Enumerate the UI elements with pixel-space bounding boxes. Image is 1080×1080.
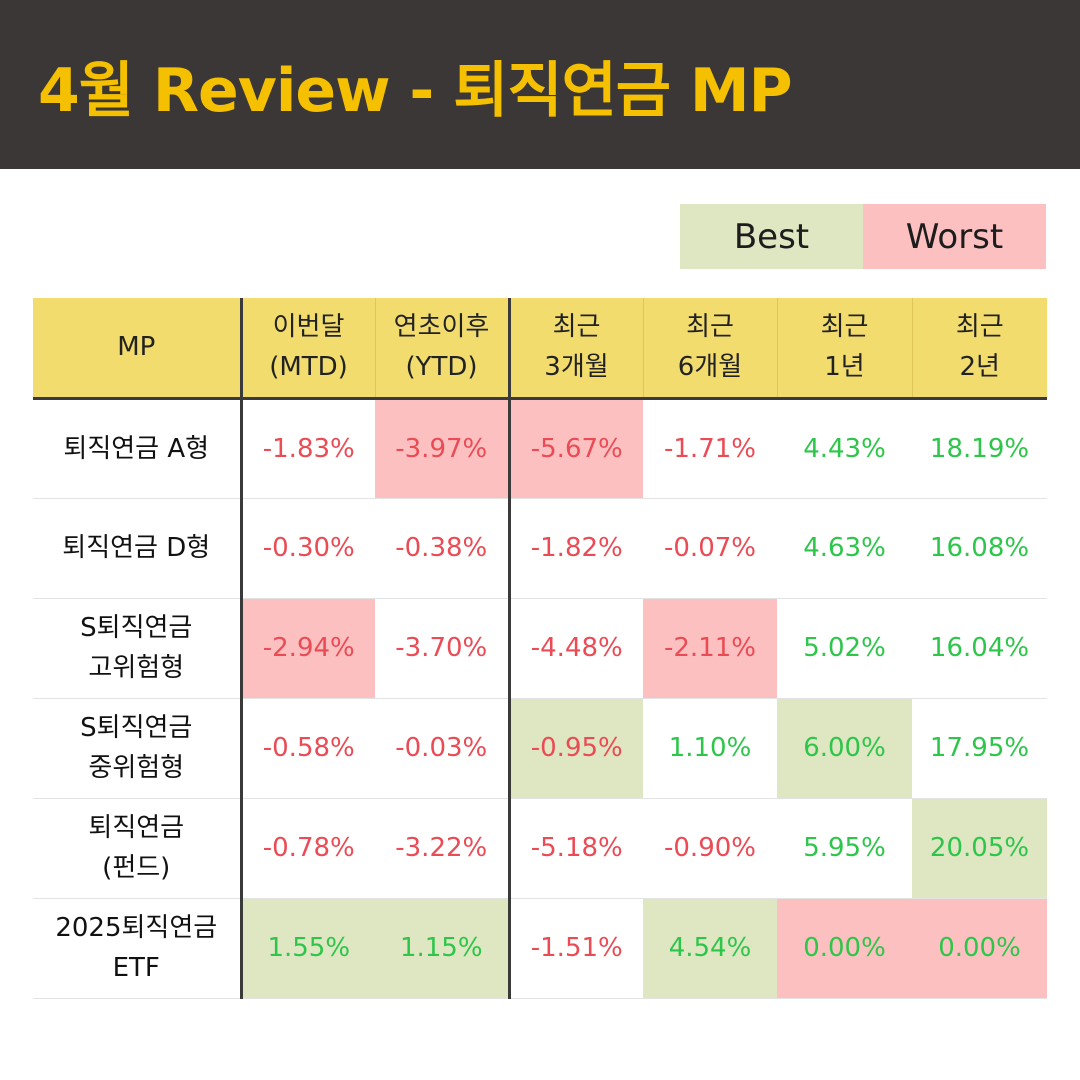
table-row: 2025퇴직연금 ETF 1.55% 1.15% -1.51% 4.54% 0.00% 0.0… <box>33 898 1047 999</box>
row-name-line1: 2025퇴직연금 <box>55 913 218 943</box>
value-cell: 5.95% <box>777 798 912 899</box>
value-cell: -1.83% <box>241 398 375 499</box>
value-cell: -0.90% <box>643 798 777 899</box>
value-cell: 4.43% <box>777 398 912 499</box>
header-mtd: 이번달 (MTD) <box>240 298 375 400</box>
value-cell: -5.18% <box>509 798 643 899</box>
header-2y: 최근 2년 <box>911 298 1047 400</box>
row-name-line2: (펀드) <box>102 853 171 883</box>
value-cell: 16.08% <box>912 498 1047 599</box>
table-row: S퇴직연금 고위험형 -2.94% -3.70% -4.48% -2.11% 5.02% 16… <box>33 598 1047 699</box>
row-name-line1: 퇴직연금 <box>88 813 185 843</box>
table-header-row: MP 이번달 (MTD) 연초이후 (YTD) 최근 3개월 최근 6개월 최근 1년 최… <box>33 298 1047 400</box>
returns-table: MP 이번달 (MTD) 연초이후 (YTD) 최근 3개월 최근 6개월 최근 1년 최… <box>33 298 1047 999</box>
value-cell: -0.58% <box>241 698 375 799</box>
row-name-line2: 중위험형 <box>88 753 185 783</box>
legend: Best Worst <box>680 204 1046 269</box>
value-cell: 0.00% <box>777 898 912 999</box>
value-cell: -2.11% <box>643 598 777 699</box>
value-cell: 16.04% <box>912 598 1047 699</box>
value-cell: -1.51% <box>509 898 643 999</box>
value-cell: 4.54% <box>643 898 777 999</box>
value-cell: 20.05% <box>912 798 1047 899</box>
header-3m: 최근 3개월 <box>508 298 643 400</box>
header-mp: MP <box>33 298 243 400</box>
value-cell: -0.38% <box>375 498 511 599</box>
value-cell: -0.78% <box>241 798 375 899</box>
value-cell: 18.19% <box>912 398 1047 499</box>
table-row: 퇴직연금 (펀드) -0.78% -3.22% -5.18% -0.90% 5.95% 20.… <box>33 798 1047 899</box>
row-name-line1: S퇴직연금 <box>80 613 193 643</box>
legend-worst: Worst <box>863 204 1046 269</box>
value-cell: -4.48% <box>509 598 643 699</box>
row-name-line1: 퇴직연금 A형 <box>63 433 210 464</box>
row-name-line1: 퇴직연금 D형 <box>62 533 211 563</box>
value-cell: -0.07% <box>643 498 777 599</box>
row-name-line1: S퇴직연금 <box>80 713 193 743</box>
value-cell: 5.02% <box>777 598 912 699</box>
legend-best: Best <box>680 204 863 269</box>
row-name: 2025퇴직연금 ETF <box>33 898 243 999</box>
value-cell: 1.10% <box>643 698 777 799</box>
value-cell: -0.30% <box>241 498 375 599</box>
header-6m: 최근 6개월 <box>642 298 777 400</box>
value-cell: -3.22% <box>375 798 511 899</box>
table-row: 퇴직연금 D형 -0.30% -0.38% -1.82% -0.07% 4.63% 16.0… <box>33 498 1047 599</box>
table-row: 퇴직연금 A형 -1.83% -3.97% -5.67% -1.71% 4.43% 18.1… <box>33 398 1047 499</box>
value-cell: -1.82% <box>509 498 643 599</box>
row-name: 퇴직연금 (펀드) <box>33 798 243 899</box>
row-name-line2: 고위험형 <box>88 653 185 683</box>
header-ytd: 연초이후 (YTD) <box>374 298 511 400</box>
value-cell: 1.15% <box>375 898 511 999</box>
value-cell: 17.95% <box>912 698 1047 799</box>
value-cell: -3.70% <box>375 598 511 699</box>
value-cell: 0.00% <box>912 898 1047 999</box>
value-cell: -5.67% <box>509 398 643 499</box>
header-1y: 최근 1년 <box>776 298 912 400</box>
value-cell: -0.95% <box>509 698 643 799</box>
page-title: 4월 Review - 퇴직연금 MP <box>38 56 793 126</box>
value-cell: 6.00% <box>777 698 912 799</box>
value-cell: -0.03% <box>375 698 511 799</box>
value-cell: 4.63% <box>777 498 912 599</box>
value-cell: -3.97% <box>375 398 511 499</box>
table-row: S퇴직연금 중위험형 -0.58% -0.03% -0.95% 1.10% 6.00% 17.… <box>33 698 1047 799</box>
row-name: 퇴직연금 D형 <box>33 498 243 599</box>
row-name-line2: ETF <box>112 953 160 983</box>
value-cell: -2.94% <box>241 598 375 699</box>
row-name: 퇴직연금 A형 <box>33 398 243 499</box>
value-cell: 1.55% <box>241 898 375 999</box>
header-banner: 4월 Review - 퇴직연금 MP <box>0 0 1080 169</box>
value-cell: -1.71% <box>643 398 777 499</box>
